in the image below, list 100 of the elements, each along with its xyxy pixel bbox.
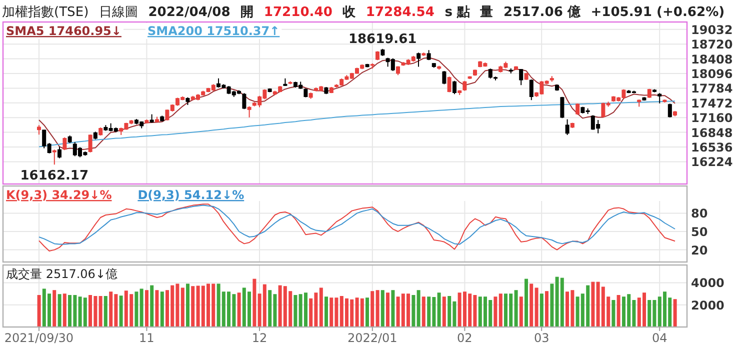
x-tick-label: 2021/09/30 [4,331,74,345]
y-tick-label: 2000 [691,298,724,312]
candlestick [88,134,92,153]
bar [612,300,616,327]
bar [412,295,416,327]
bar [62,294,66,327]
y-tick-label: 80 [691,206,708,221]
candlestick [529,79,534,101]
annotation: 18619.61 [348,32,417,47]
candlestick [52,149,56,166]
series-label: K(9,3) 34.29↓% [6,188,112,202]
y-tick-label: 17784 [691,82,733,96]
bar [494,296,498,327]
bar [237,292,241,327]
series-label: D(9,3) 54.12↓% [138,188,244,202]
bar [145,290,148,327]
candlestick [519,68,524,86]
y-tick-label: 20 [691,243,708,258]
bar [180,288,184,327]
bar [160,292,164,327]
candlestick [452,80,456,95]
candlestick [37,124,41,136]
bar [98,296,102,327]
candlestick [62,136,67,151]
candlestick [668,103,672,118]
y-tick-label: 4000 [691,276,724,290]
bar [498,294,502,327]
text: 開 [240,5,254,20]
candlestick [658,92,662,104]
candlestick [576,103,580,116]
text: 2022/04/08 [148,5,230,20]
y-tick-label: 17160 [691,111,733,126]
bar [391,290,395,327]
x-tick-label: 03 [534,331,550,345]
y-tick-label: 16224 [691,155,733,170]
y-tick-label: 18096 [691,67,733,81]
text: 2517.06 億 [504,4,582,20]
bar [673,299,677,327]
candlestick [58,146,62,159]
bar [134,292,138,327]
candlestick [247,106,252,118]
bar [530,284,534,327]
bar [591,282,595,327]
bar [380,290,384,327]
bar [119,296,123,327]
bar [294,295,298,327]
candlestick [242,92,246,110]
line-series [38,204,676,252]
y-tick-label: 18408 [691,52,733,66]
line-series [38,204,676,245]
bar [519,296,523,327]
bar [104,296,108,327]
text: 量 [479,5,494,20]
candlestick [560,96,564,119]
text: 17284.54 [366,5,434,20]
x-tick-label: 04 [652,331,668,345]
text: SMA200 17510.37↑ [148,24,280,38]
candlestick [462,80,467,92]
bar [422,296,426,327]
bar [437,292,441,327]
y-tick-label: 19032 [691,22,733,37]
text: SMA5 17460.95↓ [6,24,122,38]
bar [442,296,446,327]
bar [140,288,144,327]
bar [366,298,369,327]
bar [540,294,544,327]
candlestick [565,118,570,136]
bar [370,291,374,327]
candlestick [416,52,421,68]
x-tick-label: 12 [252,331,268,345]
text: +105.91 (+0.62%) [590,5,725,20]
y-tick-label: 18720 [691,38,733,52]
bar [155,290,159,327]
y-tick-label: 16536 [691,140,733,154]
candlestick [447,76,452,93]
annotation: 16162.17 [20,168,89,184]
chart-title: 成交量 2517.06↓億 [6,267,118,281]
x-tick-label: 11 [139,331,154,345]
bar [616,295,620,327]
bar [52,290,56,327]
candlestick [442,70,446,85]
bar [534,288,538,327]
bar [186,284,190,327]
bar [37,295,41,327]
chart-subtitle: 日線圖 [98,5,138,20]
bar [524,278,528,327]
y-tick-label: 16848 [691,126,733,140]
bar [150,285,154,327]
x-tick-label: 2022/01 [347,331,398,345]
bar [545,291,548,327]
bar [416,290,420,327]
bar [386,292,390,327]
bar [252,278,256,327]
bar [550,284,554,327]
bar [191,286,195,327]
chart-title: 加權指數(TSE) [2,5,89,20]
line-series [38,100,676,148]
bar [514,290,518,327]
text: 17210.40 [264,5,332,20]
bar [319,288,323,327]
